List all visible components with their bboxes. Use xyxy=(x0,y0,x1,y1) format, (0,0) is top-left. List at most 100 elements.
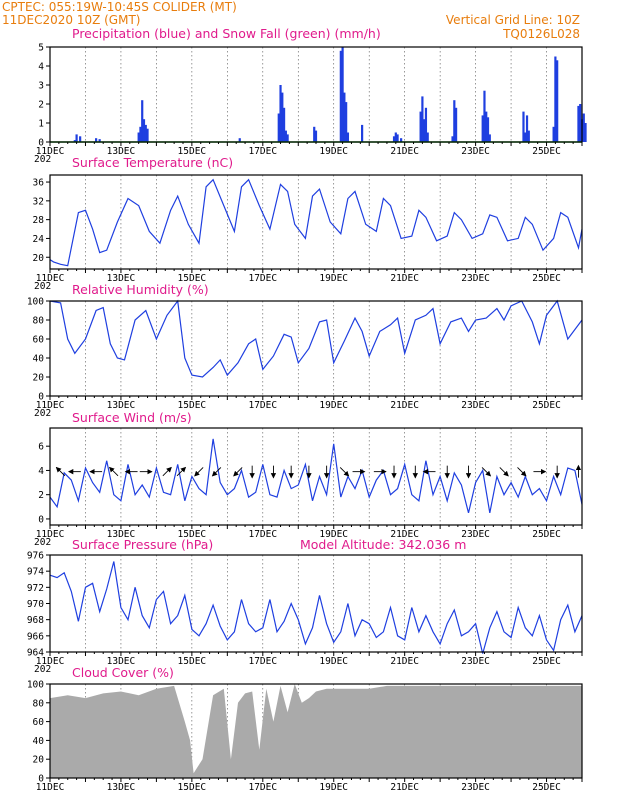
precip-bar xyxy=(394,132,397,142)
precip-bar xyxy=(522,111,525,142)
precip-bar xyxy=(139,126,142,142)
panel-humidity: Relative Humidity (%) 0 20 40 60 80 100 11DEC 1… xyxy=(27,282,583,419)
wind-series-line xyxy=(49,438,583,514)
precip-bar xyxy=(286,134,289,142)
precip-bar xyxy=(238,138,241,142)
humidity-title: Relative Humidity (%) xyxy=(72,282,209,297)
precip-bar xyxy=(79,136,82,142)
y-tick-label: 968 xyxy=(27,615,44,626)
x-tick-label: 25DEC xyxy=(532,400,561,411)
precip-bar xyxy=(453,100,456,142)
precip-bar xyxy=(343,92,346,142)
header-init-time: 11DEC2020 10Z (GMT) xyxy=(2,13,140,27)
precip-bar xyxy=(73,140,76,142)
y-tick-label: 2 xyxy=(38,100,44,111)
x-tick-label: 21DEC xyxy=(390,400,419,411)
precip-bar xyxy=(485,111,488,142)
precip-bar xyxy=(144,124,147,142)
cloud-title: Cloud Cover (%) xyxy=(72,665,174,680)
y-tick-label: 3 xyxy=(38,81,44,92)
precip-bar xyxy=(75,134,78,142)
wind-direction-arrow xyxy=(339,467,350,477)
x-tick-label: 17DEC xyxy=(248,782,277,793)
x-tick-label: 11DEC xyxy=(36,782,65,793)
precip-bar xyxy=(142,119,146,142)
precip-bar xyxy=(281,92,284,142)
panel-precipitation: Precipitation (blue) and Snow Fall (gree… xyxy=(34,26,587,165)
precip-bar xyxy=(346,132,350,142)
precip-bar xyxy=(421,96,424,142)
precip-bar xyxy=(481,115,484,142)
precip-bar xyxy=(454,107,458,142)
y-tick-label: 970 xyxy=(27,599,44,610)
temp-plot-frame xyxy=(49,174,583,270)
y-tick-label: 972 xyxy=(27,583,44,594)
pres-series-line xyxy=(49,561,583,654)
x-tick-label: 21DEC xyxy=(390,656,419,667)
precip-bar xyxy=(556,60,559,142)
precip-bar xyxy=(95,138,98,142)
precip-bar xyxy=(146,128,149,142)
x-tick-label: 21DEC xyxy=(390,273,419,284)
header-grid-note: Vertical Grid Line: 10Z xyxy=(446,13,580,27)
precip-bar xyxy=(524,132,527,142)
panel-cloud-cover: Cloud Cover (%) 0 20 40 60 80 100 11DEC 13DEC 15… xyxy=(27,665,583,793)
x-tick-label: 11DEC xyxy=(36,529,65,540)
y-tick-label: 36 xyxy=(33,178,45,189)
x-tick-label: 19DEC xyxy=(319,656,348,667)
precip-bar xyxy=(339,50,342,142)
x-tick-label: 21DEC xyxy=(390,529,419,540)
x-tick-label: 17DEC xyxy=(248,529,277,540)
y-tick-label: 28 xyxy=(33,215,45,226)
x-tick-label: 23DEC xyxy=(461,782,490,793)
precip-bar xyxy=(552,126,555,142)
x-tick-label: 23DEC xyxy=(461,656,490,667)
y-tick-label: 32 xyxy=(33,196,44,207)
precip-bar xyxy=(419,111,422,142)
y-tick-label: 0 xyxy=(38,392,44,403)
y-tick-label: 20 xyxy=(33,253,45,264)
wind-direction-arrow xyxy=(55,466,66,477)
y-tick-label: 0 xyxy=(38,514,44,525)
y-tick-label: 100 xyxy=(27,297,44,308)
y-tick-label: 80 xyxy=(33,316,45,327)
x-tick-label: 15DEC xyxy=(178,146,207,157)
x-tick-label: 13DEC xyxy=(107,400,136,411)
precip-bar xyxy=(279,85,282,142)
precip-bar xyxy=(314,130,318,142)
y-tick-label: 4 xyxy=(38,62,44,73)
y-tick-label: 40 xyxy=(33,354,45,365)
precip-bar xyxy=(282,107,286,142)
y-tick-label: 2 xyxy=(38,490,44,501)
temperature-title: Surface Temperature (nC) xyxy=(72,155,233,170)
cloud-cover-area xyxy=(50,684,582,778)
y-tick-label: 20 xyxy=(33,755,45,766)
y-tick-label: 0 xyxy=(38,774,44,785)
temp-series-line xyxy=(49,178,583,267)
wind-direction-arrow xyxy=(233,467,243,477)
header-location: CPTEC: 055:19W-10:45S COLIDER (MT) xyxy=(2,0,237,14)
year-label: 202 xyxy=(34,408,51,419)
precip-bar xyxy=(483,90,486,142)
x-tick-label: 25DEC xyxy=(532,529,561,540)
precip-bar xyxy=(345,102,348,142)
x-tick-label: 19DEC xyxy=(319,146,348,157)
y-tick-label: 976 xyxy=(27,551,44,562)
precip-bar xyxy=(486,117,490,142)
panel-wind: Surface Wind (m/s) 0 2 4 6 11DEC 13DEC 15DEC 17… xyxy=(34,410,583,548)
y-tick-label: 0 xyxy=(38,138,44,149)
x-tick-label: 21DEC xyxy=(390,146,419,157)
precip-bar xyxy=(525,115,529,142)
x-tick-label: 13DEC xyxy=(107,273,136,284)
x-tick-label: 15DEC xyxy=(178,400,207,411)
x-tick-label: 13DEC xyxy=(107,782,136,793)
precip-bar xyxy=(400,138,403,142)
precip-bar xyxy=(527,130,530,142)
wind-title: Surface Wind (m/s) xyxy=(72,410,192,425)
y-tick-label: 60 xyxy=(33,717,45,728)
year-label: 202 xyxy=(34,537,51,548)
x-tick-label: 17DEC xyxy=(248,146,277,157)
y-tick-label: 100 xyxy=(27,680,44,691)
model-altitude: Model Altitude: 342.036 m xyxy=(300,537,466,552)
